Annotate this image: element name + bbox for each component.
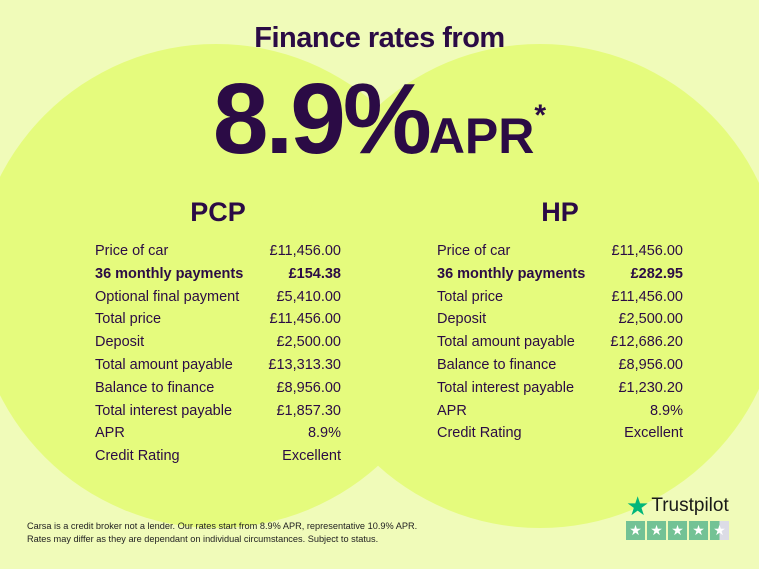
table-row: Total amount payable £13,313.30 xyxy=(95,354,341,377)
row-value: 8.9% xyxy=(649,402,683,419)
rate-value: 8.9% xyxy=(212,63,432,175)
rating-star-icon: ★ xyxy=(626,521,645,540)
pcp-heading: PCP xyxy=(190,197,246,227)
disclaimer-line-2: Rates may differ as they are dependant o… xyxy=(27,534,379,544)
table-row: Credit Rating Excellent xyxy=(95,445,341,468)
apr-label: APR xyxy=(428,108,535,164)
row-value: £282.95 xyxy=(630,265,683,282)
row-label: Total interest payable xyxy=(437,379,575,396)
row-label: Total interest payable xyxy=(95,402,233,419)
row-label: Deposit xyxy=(437,311,487,328)
row-value: £11,456.00 xyxy=(269,311,342,328)
table-row: APR 8.9% xyxy=(95,422,341,445)
headline-rate: 8.9%APR* xyxy=(0,62,759,177)
row-label: Price of car xyxy=(95,243,169,259)
table-row: Price of car £11,456.00 xyxy=(437,240,683,263)
row-value: £2,500.00 xyxy=(276,334,341,351)
table-row: Total price £11,456.00 xyxy=(95,308,341,331)
table-row: APR 8.9% xyxy=(437,400,683,423)
row-label: Credit Rating xyxy=(437,425,522,442)
table-row: Total amount payable £12,686.20 xyxy=(437,331,683,354)
table-row: Balance to finance £8,956.00 xyxy=(437,354,683,377)
row-label: 36 monthly payments xyxy=(437,265,586,282)
row-label: APR xyxy=(95,425,125,442)
row-label: Balance to finance xyxy=(437,356,557,373)
row-label: Price of car xyxy=(437,243,511,259)
row-value: £11,456.00 xyxy=(269,243,342,259)
row-value: £11,456.00 xyxy=(611,243,684,259)
row-value: £5,410.00 xyxy=(276,288,341,305)
row-value: £1,857.30 xyxy=(276,402,341,419)
row-label: Total amount payable xyxy=(95,356,233,373)
row-value: £2,500.00 xyxy=(618,311,683,328)
disclaimer-line-1: Carsa is a credit broker not a lender. O… xyxy=(27,521,418,531)
table-row: 36 monthly payments £282.95 xyxy=(437,263,683,286)
row-label: APR xyxy=(437,402,467,419)
row-label: 36 monthly payments xyxy=(95,265,244,282)
trustpilot-rating: ★ ★ ★ ★ ★ xyxy=(626,521,729,540)
hp-heading: HP xyxy=(541,197,579,227)
table-row: Optional final payment £5,410.00 xyxy=(95,286,341,309)
row-label: Total price xyxy=(95,311,162,328)
row-label: Deposit xyxy=(95,334,145,351)
row-label: Total price xyxy=(437,288,504,305)
table-row: Price of car £11,456.00 xyxy=(95,240,341,263)
rating-star-icon: ★ xyxy=(689,521,708,540)
rating-star-icon: ★ xyxy=(647,521,666,540)
table-row: 36 monthly payments £154.38 xyxy=(95,263,341,286)
row-value: 8.9% xyxy=(307,425,341,442)
table-row: Total interest payable £1,230.20 xyxy=(437,377,683,400)
trustpilot-name: Trustpilot xyxy=(651,495,729,516)
pcp-table: PCP Price of car £11,456.00 36 monthly pay… xyxy=(95,197,341,468)
row-value: £11,456.00 xyxy=(611,288,684,305)
row-value: Excellent xyxy=(282,448,341,465)
row-label: Credit Rating xyxy=(95,448,180,465)
table-row: Balance to finance £8,956.00 xyxy=(95,377,341,400)
row-value: £13,313.30 xyxy=(268,356,341,373)
row-value: £154.38 xyxy=(288,265,341,282)
asterisk: * xyxy=(534,99,547,132)
row-label: Balance to finance xyxy=(95,379,215,396)
row-value: £1,230.20 xyxy=(618,379,683,396)
table-row: Deposit £2,500.00 xyxy=(95,331,341,354)
table-row: Credit Rating Excellent xyxy=(437,422,683,445)
row-label: Optional final payment xyxy=(95,288,240,305)
rating-star-icon: ★ xyxy=(710,521,729,540)
table-row: Deposit £2,500.00 xyxy=(437,308,683,331)
table-row: Total interest payable £1,857.30 xyxy=(95,400,341,423)
row-value: Excellent xyxy=(624,425,683,442)
disclaimer: Carsa is a credit broker not a lender. O… xyxy=(27,520,417,546)
trustpilot-badge: ★ Trustpilot ★ ★ ★ ★ ★ xyxy=(626,491,729,540)
table-row: Total price £11,456.00 xyxy=(437,286,683,309)
hp-table: HP Price of car £11,456.00 36 monthly paym… xyxy=(437,197,683,445)
row-value: £8,956.00 xyxy=(618,356,683,373)
row-value: £8,956.00 xyxy=(276,379,341,396)
headline-title: Finance rates from xyxy=(254,22,505,54)
row-value: £12,686.20 xyxy=(610,334,683,351)
rating-star-icon: ★ xyxy=(668,521,687,540)
trustpilot-star-icon: ★ xyxy=(626,491,650,521)
background-circle-right xyxy=(298,44,759,528)
row-label: Total amount payable xyxy=(437,334,575,351)
